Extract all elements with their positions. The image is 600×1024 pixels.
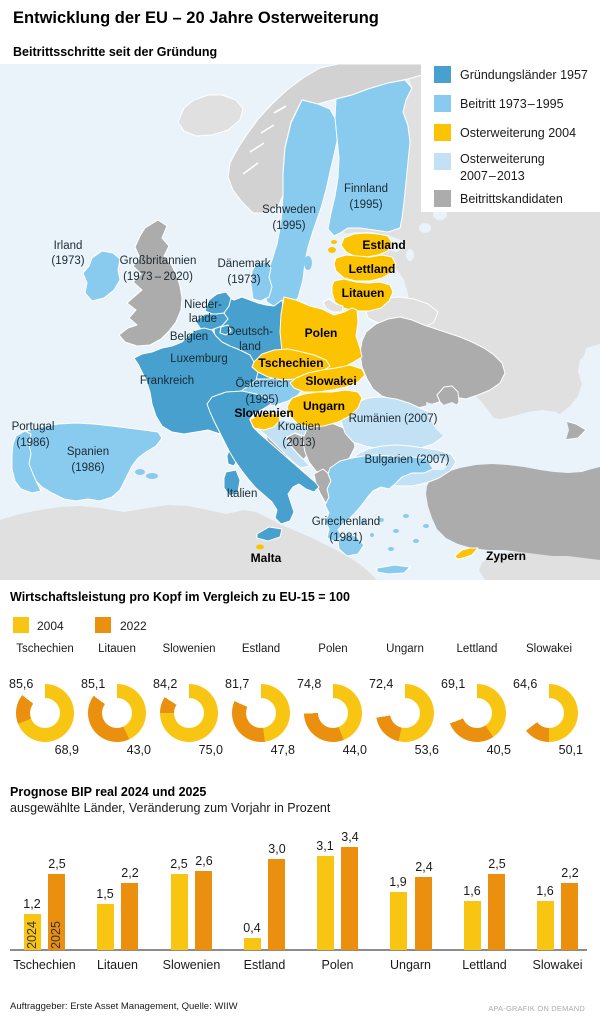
svg-text:Frankreich: Frankreich	[140, 375, 194, 387]
svg-text:Slowenien: Slowenien	[234, 406, 293, 420]
svg-text:Dänemark: Dänemark	[217, 258, 270, 270]
svg-text:Finnland: Finnland	[344, 183, 388, 195]
svg-text:Lettland: Lettland	[349, 262, 396, 276]
svg-text:Italien: Italien	[227, 488, 258, 500]
svg-text:(1995): (1995)	[245, 394, 278, 406]
svg-text:Gründungsländer 1957: Gründungsländer 1957	[460, 68, 588, 82]
svg-text:Luxemburg: Luxemburg	[170, 353, 228, 365]
svg-text:Malta: Malta	[251, 551, 282, 565]
svg-text:Deutsch-: Deutsch-	[227, 326, 273, 338]
svg-text:Schweden: Schweden	[262, 204, 316, 216]
svg-text:(1981): (1981)	[329, 532, 362, 544]
svg-text:(1973 – 2020): (1973 – 2020)	[123, 271, 193, 283]
svg-text:(1995): (1995)	[349, 199, 382, 211]
svg-text:Portugal: Portugal	[12, 421, 55, 433]
svg-text:Tschechien: Tschechien	[258, 356, 323, 370]
svg-text:Kroatien: Kroatien	[278, 421, 321, 433]
svg-text:Großbritannien: Großbritannien	[120, 255, 197, 267]
svg-text:Irland: Irland	[54, 240, 83, 252]
svg-text:Spanien: Spanien	[67, 446, 109, 458]
svg-text:Osterweiterung: Osterweiterung	[460, 152, 545, 166]
svg-text:(1973): (1973)	[227, 274, 260, 286]
svg-text:Ungarn: Ungarn	[303, 399, 345, 413]
svg-text:(1986): (1986)	[71, 462, 104, 474]
svg-text:Litauen: Litauen	[342, 286, 385, 300]
svg-text:(1995): (1995)	[272, 220, 305, 232]
svg-text:Beitritt 1973 – 1995: Beitritt 1973 – 1995	[460, 97, 564, 111]
svg-text:Zypern: Zypern	[486, 549, 526, 563]
svg-text:Bulgarien (2007): Bulgarien (2007)	[364, 454, 449, 466]
svg-text:Rumänien (2007): Rumänien (2007)	[349, 413, 438, 425]
svg-text:Estland: Estland	[362, 238, 405, 252]
svg-text:Beitrittskandidaten: Beitrittskandidaten	[460, 192, 563, 206]
svg-text:land: land	[239, 341, 261, 353]
svg-text:Österreich: Österreich	[235, 378, 288, 390]
svg-text:(1986): (1986)	[16, 437, 49, 449]
svg-text:lande: lande	[189, 313, 217, 325]
svg-text:2007 – 2013: 2007 – 2013	[460, 169, 525, 183]
svg-text:Nieder-: Nieder-	[184, 299, 222, 311]
svg-text:(1973): (1973)	[51, 255, 84, 267]
svg-text:Slowakei: Slowakei	[305, 374, 356, 388]
svg-text:Belgien: Belgien	[170, 331, 208, 343]
svg-text:Polen: Polen	[305, 326, 338, 340]
svg-text:Osterweiterung 2004: Osterweiterung 2004	[460, 126, 576, 140]
svg-text:Griechenland: Griechenland	[312, 516, 380, 528]
svg-text:(2013): (2013)	[282, 437, 315, 449]
